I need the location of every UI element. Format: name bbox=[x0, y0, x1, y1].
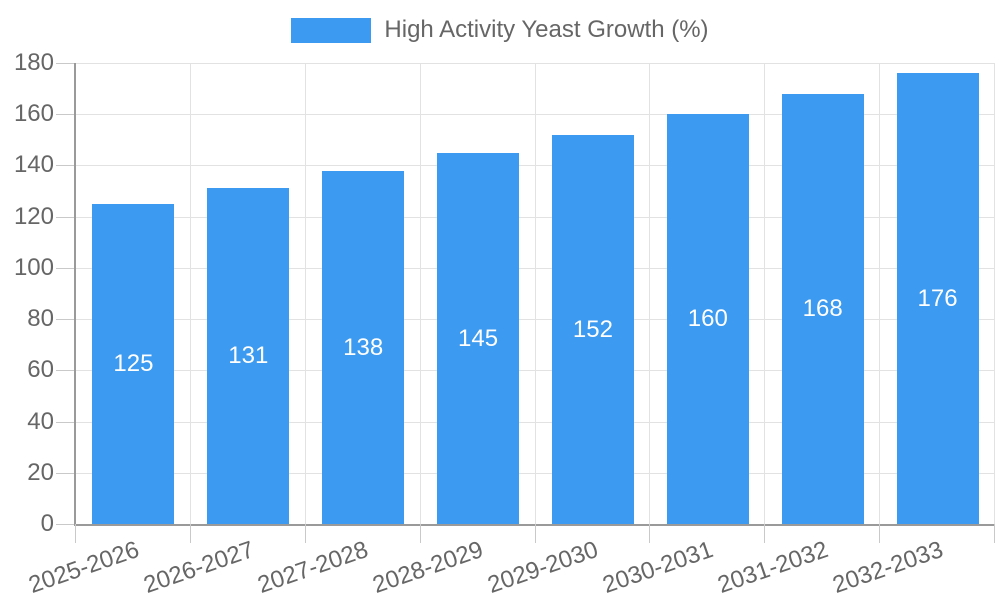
bar-value-label: 125 bbox=[113, 350, 154, 377]
bar-value-label: 176 bbox=[917, 284, 958, 312]
bar-value-label: 168 bbox=[802, 295, 843, 322]
legend-swatch[interactable] bbox=[291, 17, 372, 43]
bar-value-label: 138 bbox=[343, 333, 384, 361]
x-axis-tick bbox=[649, 524, 650, 543]
y-axis-tick-label: 40 bbox=[27, 407, 54, 435]
x-axis-tick-label: 2027-2028 bbox=[254, 536, 372, 599]
x-axis-tick bbox=[190, 524, 191, 543]
x-gridline bbox=[649, 63, 650, 524]
y-axis-tick bbox=[56, 267, 74, 269]
y-axis-tick-label: 120 bbox=[13, 202, 54, 230]
x-axis-tick bbox=[994, 524, 995, 543]
bar-value-label: 131 bbox=[228, 342, 269, 369]
y-axis-tick-label: 100 bbox=[13, 253, 54, 281]
bar-value-label: 160 bbox=[687, 305, 728, 332]
bar: 160 bbox=[666, 114, 749, 524]
x-axis-tick-label: 2030-2031 bbox=[599, 536, 717, 599]
bar: 152 bbox=[551, 135, 634, 524]
x-gridline bbox=[305, 63, 306, 524]
plot-area: 0 20 40 60 80 100 120 140 160 180 125 131 138 145 152 1… bbox=[14, 49, 995, 599]
y-axis-tick-label: 160 bbox=[13, 100, 54, 128]
x-axis-tick-label: 2029-2030 bbox=[484, 536, 602, 599]
y-axis-tick-label: 80 bbox=[27, 305, 54, 333]
y-axis-tick bbox=[56, 114, 74, 116]
x-axis-tick-label: 2025-2026 bbox=[24, 536, 143, 599]
x-axis-tick bbox=[75, 524, 76, 543]
y-axis-tick bbox=[56, 472, 74, 474]
y-axis-tick-label: 20 bbox=[27, 458, 54, 486]
bar: 138 bbox=[322, 171, 405, 524]
y-axis-tick bbox=[56, 63, 74, 64]
legend-label[interactable]: High Activity Yeast Growth (%) bbox=[384, 16, 709, 43]
y-axis-tick bbox=[56, 524, 74, 525]
x-gridline bbox=[764, 63, 765, 524]
x-axis-tick bbox=[879, 524, 880, 543]
x-axis-tick bbox=[764, 524, 765, 543]
y-axis-tick bbox=[56, 421, 74, 423]
x-axis-tick-label: 2032-2033 bbox=[829, 536, 947, 599]
x-axis-tick bbox=[535, 524, 536, 543]
y-axis-tick-label: 180 bbox=[13, 49, 54, 76]
x-gridline bbox=[879, 63, 880, 524]
x-gridline bbox=[190, 63, 191, 524]
y-axis-tick bbox=[56, 216, 74, 218]
bar: 125 bbox=[92, 204, 175, 524]
y-axis-tick bbox=[56, 165, 74, 167]
y-axis-tick-label: 140 bbox=[13, 151, 54, 179]
x-axis-tick-label: 2028-2029 bbox=[369, 536, 487, 599]
bar: 145 bbox=[437, 153, 520, 524]
x-axis-tick bbox=[305, 524, 306, 543]
x-gridline bbox=[420, 63, 421, 524]
bar-value-label: 152 bbox=[572, 315, 613, 343]
x-axis-tick-label: 2026-2027 bbox=[139, 536, 258, 599]
bar: 176 bbox=[896, 73, 979, 524]
y-axis-tick bbox=[56, 319, 74, 321]
bar: 131 bbox=[207, 188, 290, 524]
legend: High Activity Yeast Growth (%) bbox=[0, 15, 1000, 45]
bar-value-label: 145 bbox=[458, 324, 499, 352]
x-axis-tick-label: 2031-2032 bbox=[714, 536, 832, 599]
y-axis-tick-label: 0 bbox=[40, 510, 54, 537]
x-gridline bbox=[535, 63, 536, 524]
x-gridline bbox=[994, 63, 995, 524]
y-axis-tick-label: 60 bbox=[27, 356, 54, 384]
y-axis-tick bbox=[56, 370, 74, 372]
bar: 168 bbox=[781, 94, 864, 524]
x-axis-tick bbox=[420, 524, 421, 543]
